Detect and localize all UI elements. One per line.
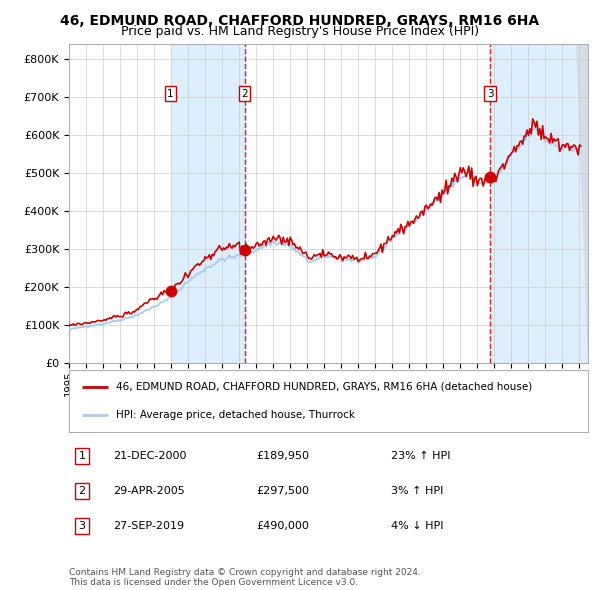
Text: 29-APR-2005: 29-APR-2005 [113, 486, 185, 496]
Text: 1: 1 [167, 88, 174, 99]
Text: 2: 2 [79, 486, 86, 496]
Text: 2: 2 [241, 88, 248, 99]
Point [485, 172, 495, 182]
Text: HPI: Average price, detached house, Thurrock: HPI: Average price, detached house, Thur… [116, 410, 355, 420]
Text: 4% ↓ HPI: 4% ↓ HPI [391, 521, 443, 531]
Point [166, 286, 175, 296]
Text: 23% ↑ HPI: 23% ↑ HPI [391, 451, 450, 461]
Text: 27-SEP-2019: 27-SEP-2019 [113, 521, 184, 531]
Text: 21-DEC-2000: 21-DEC-2000 [113, 451, 187, 461]
Text: 1: 1 [79, 451, 85, 461]
Text: £490,000: £490,000 [256, 521, 309, 531]
Text: 46, EDMUND ROAD, CHAFFORD HUNDRED, GRAYS, RM16 6HA (detached house): 46, EDMUND ROAD, CHAFFORD HUNDRED, GRAYS… [116, 382, 532, 392]
Point [240, 245, 250, 255]
Polygon shape [576, 44, 588, 363]
Bar [490, 44, 588, 363]
Text: £189,950: £189,950 [256, 451, 309, 461]
Text: 3% ↑ HPI: 3% ↑ HPI [391, 486, 443, 496]
Text: 3: 3 [487, 88, 493, 99]
Text: Price paid vs. HM Land Registry's House Price Index (HPI): Price paid vs. HM Land Registry's House … [121, 25, 479, 38]
Text: Contains HM Land Registry data © Crown copyright and database right 2024.
This d: Contains HM Land Registry data © Crown c… [69, 568, 421, 587]
Text: £297,500: £297,500 [256, 486, 309, 496]
Text: 3: 3 [79, 521, 85, 531]
Text: 46, EDMUND ROAD, CHAFFORD HUNDRED, GRAYS, RM16 6HA: 46, EDMUND ROAD, CHAFFORD HUNDRED, GRAYS… [61, 14, 539, 28]
Bar [170, 44, 245, 363]
